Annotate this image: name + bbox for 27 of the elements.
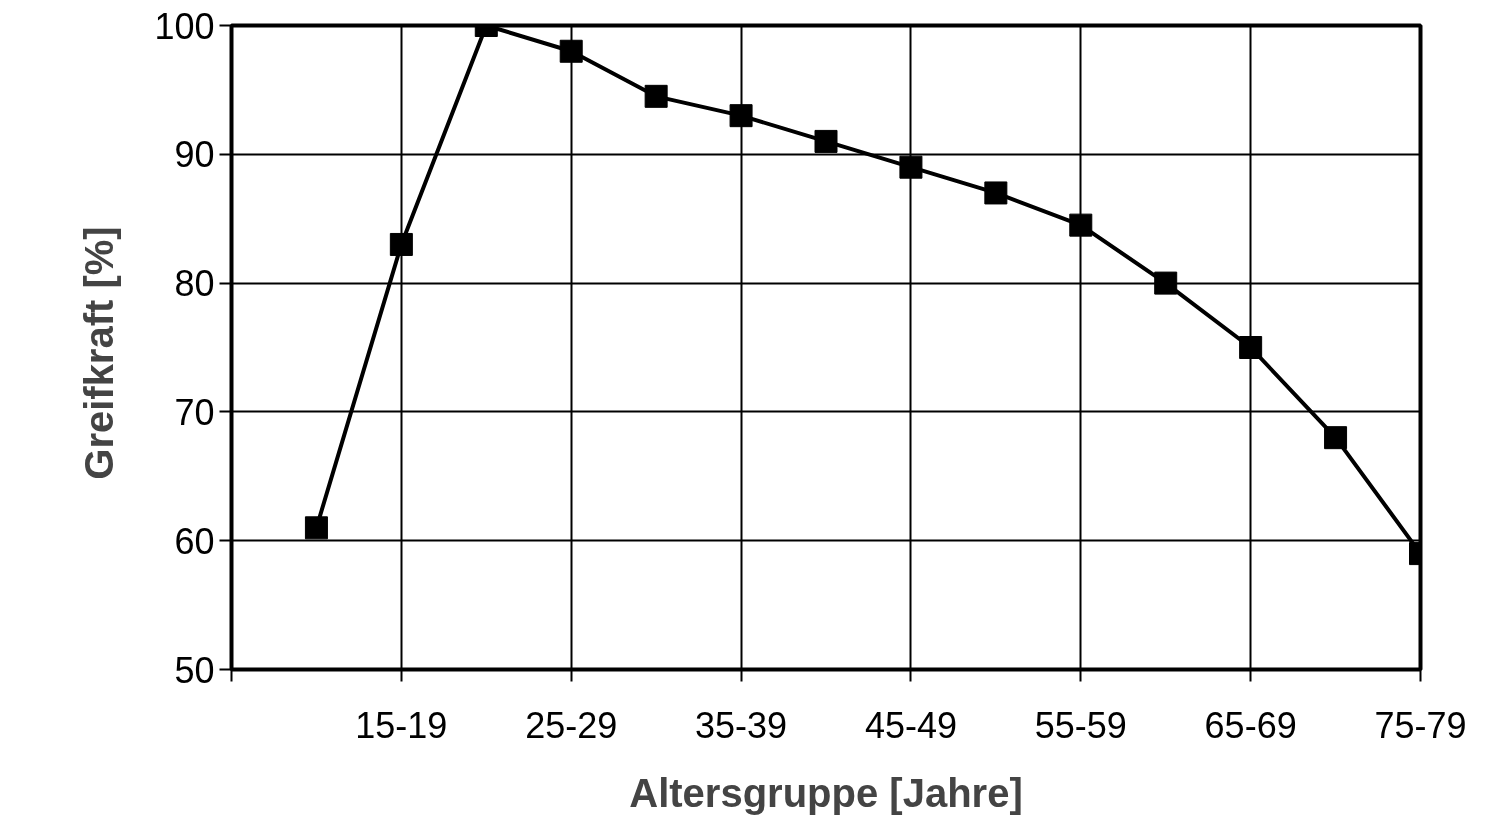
point [1069,213,1093,237]
y-tick-label: 80 [174,263,215,305]
point [1239,336,1263,359]
point [1154,271,1178,295]
point [389,232,413,256]
y-tick-label: 60 [174,520,215,562]
y-tick-label: 70 [174,391,215,433]
point [559,39,583,63]
x-tick-label: 65-69 [1204,704,1297,746]
y-tick-label: 90 [174,134,215,176]
point [1324,426,1348,450]
point [899,155,923,179]
x-axis-title: Altersgruppe [Jahre] [629,770,1023,815]
y-axis-title: Greifkraft [%] [77,226,122,480]
point [814,129,838,153]
point [729,104,753,128]
point [644,84,668,108]
x-tick-label: 55-59 [1034,704,1127,746]
x-tick-label: 15-19 [355,704,448,746]
point [984,181,1008,205]
x-tick-label: 75-79 [1374,704,1467,746]
point [304,516,328,540]
x-tick-label: 35-39 [695,704,788,746]
y-tick-label: 100 [154,5,215,47]
x-tick-label: 25-29 [525,704,618,746]
x-tick-label: 45-49 [864,704,957,746]
y-tick-label: 50 [174,649,215,691]
